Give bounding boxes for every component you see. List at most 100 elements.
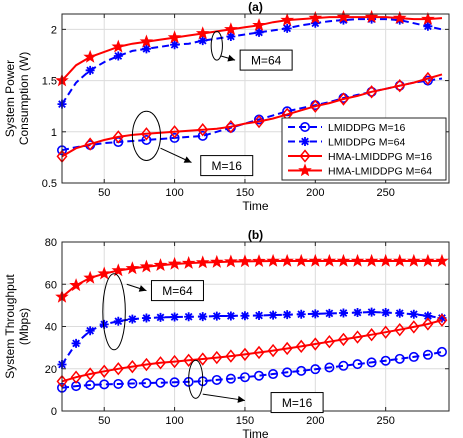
x-tick-label: 150 [236, 187, 254, 199]
data-point [127, 378, 138, 389]
legend-label: LMIDDPG M=64 [328, 137, 405, 149]
legend-entry: HMA-LMIDDPG M=16 [288, 149, 432, 163]
legend-marker [300, 137, 310, 146]
data-point [309, 337, 321, 351]
data-point [70, 370, 82, 384]
data-point [84, 367, 96, 381]
axes-box [61, 13, 450, 184]
data-point [281, 341, 293, 356]
annotation-m64: M=64 [210, 30, 293, 71]
data-point [169, 377, 180, 388]
y-tick-label: 80 [45, 237, 57, 249]
data-point [352, 359, 363, 370]
y-tick-label: 2 [51, 24, 57, 36]
data-point [167, 30, 182, 44]
y-tick-label: 60 [45, 279, 57, 291]
data-point [435, 253, 449, 267]
annotation-box [150, 280, 204, 302]
data-point [392, 10, 407, 24]
series-hma-lmiddpg-m-64 [55, 9, 443, 87]
data-point [423, 21, 433, 31]
data-point [85, 326, 95, 336]
data-point [226, 32, 236, 42]
data-point [378, 253, 393, 267]
y-axis-label: System Power [3, 60, 17, 137]
data-point [380, 355, 391, 366]
data-point [366, 328, 378, 342]
data-point [85, 380, 96, 391]
data-point [85, 65, 95, 75]
annotation-m16: M=16 [188, 359, 324, 414]
data-point [112, 362, 124, 376]
data-point [336, 253, 351, 267]
series-line [61, 319, 443, 383]
data-point [240, 311, 250, 321]
annotation-ellipse [102, 273, 126, 351]
data-point [254, 311, 264, 321]
data-point [253, 345, 265, 360]
data-point [296, 309, 306, 319]
data-point [181, 255, 196, 269]
data-point [197, 123, 209, 137]
annotation-arrowhead [138, 285, 147, 292]
data-point [252, 254, 266, 268]
data-point [252, 18, 266, 32]
y-tick-label: 0.5 [42, 178, 57, 190]
x-tick-label: 100 [165, 187, 183, 199]
data-point [310, 18, 320, 28]
data-point [338, 15, 348, 25]
data-point [408, 320, 420, 334]
data-point [153, 258, 168, 272]
data-point [282, 367, 293, 378]
data-point [309, 99, 321, 113]
data-point [338, 308, 348, 318]
annotation-label: M=16 [212, 159, 243, 173]
data-point [195, 255, 210, 269]
panel-b: 50 100 150 200 250 0 20 40 60 80 (b) Time System Thr… [3, 228, 450, 438]
data-point [422, 71, 434, 86]
annotation-arrowhead [237, 395, 245, 403]
legend-marker [299, 149, 311, 163]
annotation-m64: M=64 [102, 273, 204, 351]
data-point [436, 313, 448, 327]
data-point [69, 278, 83, 292]
data-point [322, 253, 337, 267]
annotation-label: M=16 [282, 396, 313, 410]
annotation-ellipse [131, 110, 162, 161]
data-point [353, 308, 363, 318]
data-point [407, 253, 421, 267]
annotation-ellipse [210, 30, 223, 61]
x-tick-label: 200 [306, 187, 324, 199]
data-point [126, 359, 138, 374]
data-point [392, 253, 407, 267]
data-point [280, 12, 294, 26]
data-point [350, 253, 365, 267]
x-axis-label: Time [242, 199, 269, 213]
data-point [112, 130, 124, 144]
data-point [239, 347, 251, 362]
data-point [421, 11, 435, 25]
x-tick-label: 250 [376, 415, 394, 427]
data-point [437, 313, 447, 323]
data-point [239, 372, 250, 383]
data-point [140, 357, 152, 372]
data-point [71, 338, 81, 348]
data-point [212, 311, 222, 321]
annotation-ellipse [188, 359, 204, 399]
data-point [310, 364, 321, 375]
data-point [125, 261, 140, 275]
axes-box [61, 241, 450, 412]
y-tick-label: 1.5 [42, 76, 57, 88]
data-point [184, 312, 194, 322]
data-point [296, 365, 307, 376]
data-point [282, 23, 292, 33]
data-point [141, 378, 152, 389]
data-point [169, 125, 181, 139]
data-point [310, 309, 320, 319]
data-point [139, 259, 154, 273]
series-line [61, 16, 443, 82]
annotation-arrow [202, 393, 246, 401]
data-point [211, 374, 222, 385]
data-point [423, 311, 433, 321]
